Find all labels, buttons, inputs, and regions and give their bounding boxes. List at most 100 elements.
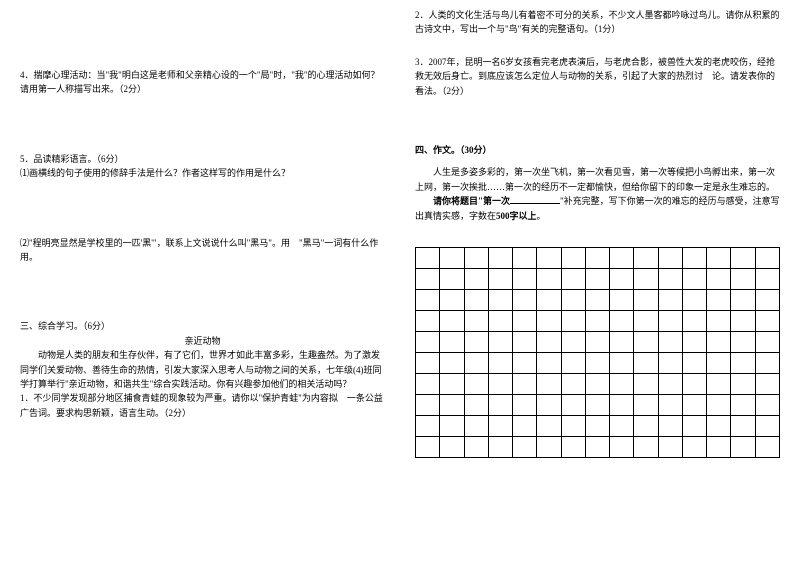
grid-cell xyxy=(537,268,561,289)
grid-cell xyxy=(440,436,464,457)
q5-head: 5．品读精彩语言。（6分） xyxy=(20,152,385,166)
grid-cell xyxy=(488,310,512,331)
grid-cell xyxy=(440,247,464,268)
section-4: 四、作文。（30分） 人生是多姿多彩的，第一次坐飞机，第一次看见雪，第一次等候把… xyxy=(415,143,780,223)
writing-grid xyxy=(415,247,780,458)
grid-cell xyxy=(416,268,440,289)
grid-cell xyxy=(658,373,682,394)
grid-cell xyxy=(682,289,706,310)
grid-cell xyxy=(440,310,464,331)
grid-cell xyxy=(731,331,755,352)
grid-cell xyxy=(488,352,512,373)
grid-cell xyxy=(537,352,561,373)
grid-cell xyxy=(682,415,706,436)
grid-cell xyxy=(731,352,755,373)
grid-cell xyxy=(537,331,561,352)
grid-cell xyxy=(707,352,731,373)
grid-cell xyxy=(610,289,634,310)
grid-cell xyxy=(464,415,488,436)
grid-cell xyxy=(755,415,779,436)
grid-cell xyxy=(537,415,561,436)
s3-q2: 2．人类的文化生活与鸟儿有着密不可分的关系，不少文人墨客都吟咏过鸟儿。请你从积累… xyxy=(415,8,780,37)
grid-cell xyxy=(610,352,634,373)
grid-cell xyxy=(585,415,609,436)
grid-cell xyxy=(634,352,658,373)
grid-cell xyxy=(610,268,634,289)
grid-cell xyxy=(731,415,755,436)
grid-cell xyxy=(440,331,464,352)
grid-cell xyxy=(488,394,512,415)
grid-cell xyxy=(537,394,561,415)
grid-cell xyxy=(658,268,682,289)
grid-cell xyxy=(561,373,585,394)
grid-cell xyxy=(731,373,755,394)
grid-cell xyxy=(707,247,731,268)
grid-cell xyxy=(513,268,537,289)
grid-cell xyxy=(488,268,512,289)
grid-cell xyxy=(731,289,755,310)
grid-cell xyxy=(658,289,682,310)
question-4: 4．揣摩心理活动：当"我"明白这是老师和父亲精心设的一个"局"时，"我"的心理活… xyxy=(20,68,385,97)
s4-title: 四、作文。（30分） xyxy=(415,143,780,157)
grid-cell xyxy=(707,310,731,331)
grid-cell xyxy=(585,310,609,331)
grid-cell xyxy=(513,289,537,310)
s3-q3-text: 3．2007年，昆明一名6岁女孩看完老虎表演后，与老虎合影，被兽性大发的老虎咬伤… xyxy=(415,57,775,96)
question-5-2: ⑵"程明亮显然是学校里的一匹'黑'"，联系上文说说什么叫"黑马"。用 "黑马"一… xyxy=(20,236,385,265)
grid-cell xyxy=(731,310,755,331)
grid-cell xyxy=(658,352,682,373)
grid-cell xyxy=(755,289,779,310)
grid-cell xyxy=(416,436,440,457)
grid-cell xyxy=(561,268,585,289)
grid-cell xyxy=(610,331,634,352)
grid-cell xyxy=(682,331,706,352)
grid-cell xyxy=(561,436,585,457)
grid-cell xyxy=(561,247,585,268)
grid-cell xyxy=(755,436,779,457)
grid-cell xyxy=(634,310,658,331)
s3-q1: 1．不少同学发现部分地区捕食青蛙的现象较为严重。请你以"保护青蛙"为内容拟 一条… xyxy=(20,391,385,420)
grid-cell xyxy=(537,310,561,331)
grid-cell xyxy=(755,268,779,289)
s4-bold: 500字以上 xyxy=(496,211,537,221)
section-3: 三、综合学习。（6分） 亲近动物 动物是人类的朋友和生存伙伴，有了它们，世界才如… xyxy=(20,319,385,420)
grid-cell xyxy=(416,373,440,394)
grid-cell xyxy=(561,415,585,436)
grid-cell xyxy=(513,331,537,352)
s3-q3: 3．2007年，昆明一名6岁女孩看完老虎表演后，与老虎合影，被兽性大发的老虎咬伤… xyxy=(415,55,780,98)
s4-intro: 人生是多姿多彩的，第一次坐飞机，第一次看见雪，第一次等候把小鸟孵出来，第一次上网… xyxy=(415,165,780,194)
grid-cell xyxy=(561,331,585,352)
grid-cell xyxy=(658,310,682,331)
q5-sub2: ⑵"程明亮显然是学校里的一匹'黑'"，联系上文说说什么叫"黑马"。用 "黑马"一… xyxy=(20,238,378,262)
grid-cell xyxy=(707,268,731,289)
grid-cell xyxy=(755,352,779,373)
grid-cell xyxy=(658,394,682,415)
grid-cell xyxy=(440,373,464,394)
grid-cell xyxy=(658,247,682,268)
grid-cell xyxy=(707,436,731,457)
grid-cell xyxy=(610,394,634,415)
grid-cell xyxy=(440,289,464,310)
grid-cell xyxy=(634,247,658,268)
grid-cell xyxy=(707,373,731,394)
grid-cell xyxy=(682,394,706,415)
grid-cell xyxy=(561,310,585,331)
grid-cell xyxy=(488,436,512,457)
grid-cell xyxy=(610,436,634,457)
grid-cell xyxy=(464,310,488,331)
grid-cell xyxy=(755,247,779,268)
grid-cell xyxy=(464,268,488,289)
question-5: 5．品读精彩语言。（6分） ⑴画横线的句子使用的修辞手法是什么？作者这样写的作用… xyxy=(20,152,385,181)
grid-cell xyxy=(658,436,682,457)
grid-cell xyxy=(464,394,488,415)
grid-cell xyxy=(682,352,706,373)
grid-cell xyxy=(731,436,755,457)
grid-cell xyxy=(440,415,464,436)
grid-cell xyxy=(585,331,609,352)
grid-cell xyxy=(416,247,440,268)
grid-cell xyxy=(464,436,488,457)
grid-cell xyxy=(610,415,634,436)
grid-cell xyxy=(585,289,609,310)
grid-cell xyxy=(585,268,609,289)
grid-cell xyxy=(440,352,464,373)
